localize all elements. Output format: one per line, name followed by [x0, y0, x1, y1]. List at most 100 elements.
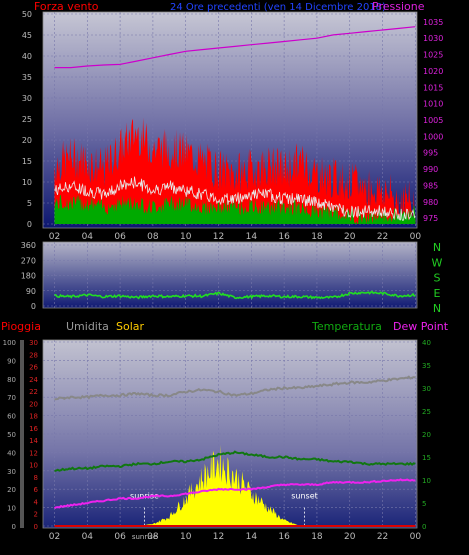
x-tick-label: 18	[311, 532, 323, 542]
chart-title: 24 Ore precedenti (ven 14 Dicembre 2018)	[170, 2, 386, 13]
temperature-tick-label: 40	[422, 339, 431, 347]
x-tick-label: 18	[311, 232, 323, 242]
y-right-tick-label: 1005	[423, 116, 443, 125]
plot-area	[54, 26, 416, 224]
y-left-tick-label: 10	[22, 178, 32, 187]
y-tick-label: 270	[21, 256, 36, 265]
y-right-tick-label: 1025	[423, 51, 443, 60]
humidity-tick-label: 80	[7, 376, 16, 384]
humidity-line	[54, 375, 416, 401]
wind-direction-line	[54, 290, 416, 300]
temperature-tick-label: 30	[422, 385, 431, 393]
panel-background	[43, 242, 417, 308]
x-tick-label: 20	[344, 532, 356, 542]
grid	[43, 340, 417, 528]
humidity-tick-label: 0	[12, 523, 16, 531]
rain-tick-label: 4	[34, 498, 39, 506]
humidity-tick-label: 50	[7, 431, 16, 439]
rain-tick-label: 24	[29, 376, 38, 384]
humidity-tick-label: 40	[7, 449, 16, 457]
y-right-tick-label: 1015	[423, 83, 443, 92]
humidity-label: Umidita	[66, 320, 109, 333]
plot-frame	[42, 339, 418, 529]
rain-tick-label: 20	[29, 400, 38, 408]
rain-label: Pioggia	[1, 320, 41, 333]
y-left-tick-label: 5	[27, 199, 32, 208]
solar-label: Solar	[116, 320, 145, 333]
humidity-tick-label: 20	[7, 486, 16, 494]
compass-label: E	[434, 287, 441, 300]
y-right-tick-label: 980	[423, 198, 438, 207]
rain-tick-label: 6	[34, 486, 39, 494]
y-tick-label: 0	[31, 302, 36, 311]
axes: 0510152025303540455097598098599099510001…	[22, 10, 444, 242]
x-tick-label: 16	[278, 232, 290, 242]
rain-tick-label: 26	[29, 364, 38, 372]
y-right-tick-label: 1020	[423, 67, 443, 76]
humidity-tick-label: 100	[3, 339, 16, 347]
rain-tick-label: 22	[29, 388, 38, 396]
rain-tick-label: 30	[29, 339, 38, 347]
temperature-tick-label: 5	[422, 500, 426, 508]
left-axis-label: Forza vento	[34, 0, 99, 13]
y-left-tick-label: 15	[22, 157, 32, 166]
x-tick-label: 16	[278, 532, 290, 542]
y-left-tick-label: 20	[22, 136, 32, 145]
pressure-line	[54, 26, 416, 69]
plot-frame	[42, 241, 418, 309]
y-right-tick-label: 1000	[423, 132, 443, 141]
y-tick-label: 360	[21, 241, 36, 250]
humidity-tick-label: 30	[7, 468, 16, 476]
humidity-axis-bar	[20, 340, 24, 528]
y-right-tick-label: 975	[423, 214, 438, 223]
rain-tick-label: 2	[34, 511, 38, 519]
rain-tick-label: 14	[29, 437, 38, 445]
temperature-tick-label: 35	[422, 362, 431, 370]
x-tick-label: 14	[246, 532, 258, 542]
wind-line	[54, 176, 416, 222]
y-right-tick-label: 990	[423, 165, 438, 174]
x-tick-label: 04	[82, 232, 94, 242]
x-tick-label: 08	[147, 532, 159, 542]
y-right-tick-label: 1035	[423, 18, 443, 27]
gust-area	[54, 117, 416, 224]
x-tick-label: 02	[49, 232, 60, 242]
plot-area	[54, 290, 416, 300]
sun-marker-label: sunset	[291, 491, 318, 500]
y-right-tick-label: 1010	[423, 100, 443, 109]
x-tick-label: 22	[377, 232, 388, 242]
y-right-tick-label: 1030	[423, 34, 443, 43]
y-right-tick-label: 985	[423, 181, 438, 190]
humidity-tick-label: 60	[7, 413, 16, 421]
axes: 0102030405060708090100024681012141618202…	[3, 339, 431, 542]
x-tick-label: 22	[377, 532, 388, 542]
compass-label: W	[432, 256, 443, 269]
humidity-tick-label: 10	[7, 505, 16, 513]
temperature-label: Temperatura	[311, 320, 382, 333]
avg-wind-area	[54, 194, 416, 224]
y-left-tick-label: 0	[27, 220, 32, 229]
multi-sensor-panel: sunrise sunset 01020304050607080901000246…	[1, 320, 449, 542]
rain-tick-label: 12	[29, 449, 38, 457]
x-tick-label: 00	[410, 232, 422, 242]
x-tick-label: 04	[82, 532, 94, 542]
x-tick-label: 08	[147, 232, 159, 242]
dew-point-label: Dew Point	[393, 320, 449, 333]
rain-tick-label: 8	[34, 474, 38, 482]
compass-label: S	[434, 272, 441, 285]
x-tick-label: 10	[180, 532, 192, 542]
y-right-tick-label: 995	[423, 149, 438, 158]
y-left-tick-label: 45	[22, 31, 32, 40]
y-tick-label: 90	[26, 287, 36, 296]
humidity-tick-label: 70	[7, 394, 16, 402]
y-left-tick-label: 50	[22, 10, 32, 19]
y-tick-label: 180	[21, 272, 36, 281]
temperature-line	[54, 450, 416, 472]
solar-area	[136, 444, 301, 526]
y-left-tick-label: 30	[22, 94, 32, 103]
sunrise-axis-label: sunrise	[132, 533, 157, 541]
x-tick-label: 12	[213, 532, 224, 542]
x-tick-label: 06	[114, 232, 126, 242]
temperature-tick-label: 25	[422, 408, 431, 416]
